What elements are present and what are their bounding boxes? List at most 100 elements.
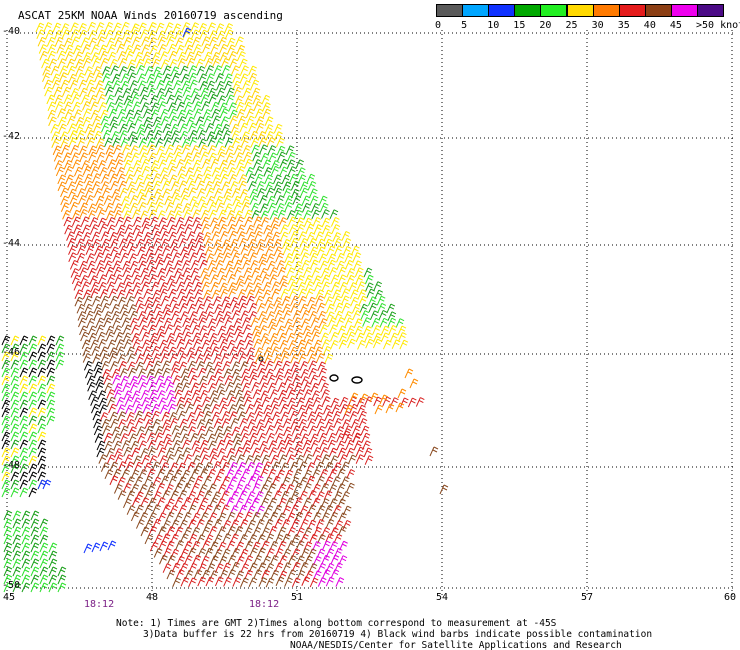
wind-barb [321,396,331,406]
wind-barb [123,95,133,105]
wind-barb [149,94,159,105]
wind-barb [48,542,58,553]
wind-barb [319,324,329,334]
wind-barb [90,281,100,292]
wind-barb [37,407,47,418]
wind-barb [175,273,185,284]
wind-barb [99,288,109,299]
wind-barb [171,425,181,435]
wind-barb [197,433,207,443]
wind-barb [197,188,206,198]
wind-barb [108,347,118,357]
wind-barb [138,381,148,392]
wind-barb [19,487,29,498]
wind-barb [113,484,123,494]
legend-swatch [670,4,698,17]
wind-barb [180,433,190,443]
wind-barb [183,497,192,507]
wind-barb [194,296,204,307]
wind-barb [257,360,266,371]
legend-tick-label: 20 [539,20,552,31]
wind-barb [97,94,107,104]
wind-barb [98,281,107,292]
wind-barb [236,108,246,119]
wind-barb [160,174,169,184]
wind-barb [236,165,246,176]
wind-barb [152,360,162,371]
wind-barb [134,51,144,62]
wind-barb [228,476,238,486]
wind-barb [260,497,270,508]
wind-barb [251,381,260,392]
wind-barb [380,325,390,336]
wind-barb [249,259,259,270]
wind-barb [107,396,116,407]
wind-barb [179,123,188,133]
wind-barb [179,425,189,436]
wind-barb [117,411,127,421]
wind-barb [157,526,167,536]
wind-barb [273,187,283,198]
wind-barb [130,381,139,392]
wind-barb [219,282,228,293]
wind-barb [323,231,333,242]
wind-barb [127,59,136,69]
wind-barb [121,469,130,479]
wind-barb [173,79,182,90]
wind-barb [190,145,200,155]
wind-barb [284,201,294,212]
wind-barb [157,267,167,278]
wind-barb [264,231,273,242]
wind-barb [72,159,81,169]
wind-barb [145,130,155,141]
wind-barb [191,482,200,493]
wind-barb [163,375,173,386]
wind-barb [166,210,176,220]
wind-barb [369,392,379,403]
wind-barb [117,461,127,471]
wind-barb [330,554,340,565]
wind-barb [274,302,283,313]
lon-label-45: 45 [3,592,16,603]
wind-barb [355,446,365,457]
wind-barb [318,367,327,378]
wind-barb [205,187,215,198]
wind-barb [19,479,29,490]
wind-barb [147,87,157,98]
wind-barb [64,108,74,119]
wind-barb [141,274,150,285]
wind-barb [140,497,150,507]
wind-barb [82,51,92,62]
wind-barb [282,238,291,249]
wind-barb [180,246,189,256]
wind-barb [81,339,91,350]
wind-barb [225,145,234,156]
wind-barb [141,217,151,228]
wind-barb [84,123,94,134]
wind-barb [184,44,194,55]
wind-barb [141,396,151,407]
wind-barb [342,245,352,256]
wind-barb [157,447,167,457]
wind-barb [397,325,407,336]
wind-barb [388,325,398,335]
wind-barb [223,195,232,205]
wind-barb [279,281,288,292]
wind-barb [190,22,200,32]
wind-barb [213,123,223,134]
wind-barb [374,404,384,415]
wind-barb [234,526,244,536]
wind-barb [360,310,370,320]
wind-barb [197,425,207,436]
wind-barb [189,374,198,385]
wind-barb [137,73,146,84]
wind-barb [198,73,207,84]
wind-barb [269,267,279,277]
wind-barb [328,266,338,277]
wind-barb [96,266,105,277]
wind-barb [241,195,251,206]
wind-barb [115,101,124,112]
wind-barb [330,331,339,342]
wind-barb [247,475,257,486]
wind-barb [165,202,175,212]
